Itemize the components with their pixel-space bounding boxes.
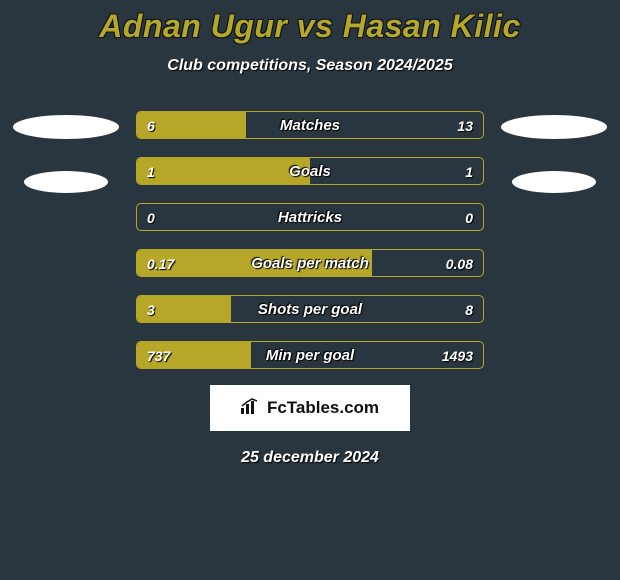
right-player-col (494, 111, 614, 193)
stat-bar: 6Matches13 (136, 111, 484, 139)
brand-text: FcTables.com (267, 398, 379, 418)
stat-right-value: 0.08 (446, 250, 473, 276)
chart-icon (241, 398, 261, 419)
main-row: 6Matches13 1Goals1 0Hattricks0 0.17Goals pe… (0, 111, 620, 369)
stat-right-value: 8 (465, 296, 473, 322)
stat-bar: 3Shots per goal8 (136, 295, 484, 323)
player-photo-placeholder-left-1 (13, 115, 119, 139)
subtitle: Club competitions, Season 2024/2025 (0, 57, 620, 75)
brand-badge: FcTables.com (210, 385, 410, 431)
player-photo-placeholder-right-2 (512, 171, 596, 193)
page-title: Adnan Ugur vs Hasan Kilic (0, 8, 620, 45)
stat-right-value: 13 (457, 112, 473, 138)
stat-bar: 737Min per goal1493 (136, 341, 484, 369)
stat-right-value: 1493 (442, 342, 473, 368)
player-photo-placeholder-right-1 (501, 115, 607, 139)
stat-bar: 1Goals1 (136, 157, 484, 185)
stat-bars: 6Matches13 1Goals1 0Hattricks0 0.17Goals pe… (126, 111, 494, 369)
stat-bar: 0Hattricks0 (136, 203, 484, 231)
stat-label: Goals (137, 158, 483, 184)
stat-right-value: 0 (465, 204, 473, 230)
stat-label: Matches (137, 112, 483, 138)
date-label: 25 december 2024 (0, 449, 620, 467)
stat-bar: 0.17Goals per match0.08 (136, 249, 484, 277)
player-photo-placeholder-left-2 (24, 171, 108, 193)
stat-label: Shots per goal (137, 296, 483, 322)
stat-right-value: 1 (465, 158, 473, 184)
left-player-col (6, 111, 126, 193)
stat-label: Min per goal (137, 342, 483, 368)
stat-label: Goals per match (137, 250, 483, 276)
comparison-infographic: Adnan Ugur vs Hasan Kilic Club competiti… (0, 0, 620, 467)
stat-label: Hattricks (137, 204, 483, 230)
